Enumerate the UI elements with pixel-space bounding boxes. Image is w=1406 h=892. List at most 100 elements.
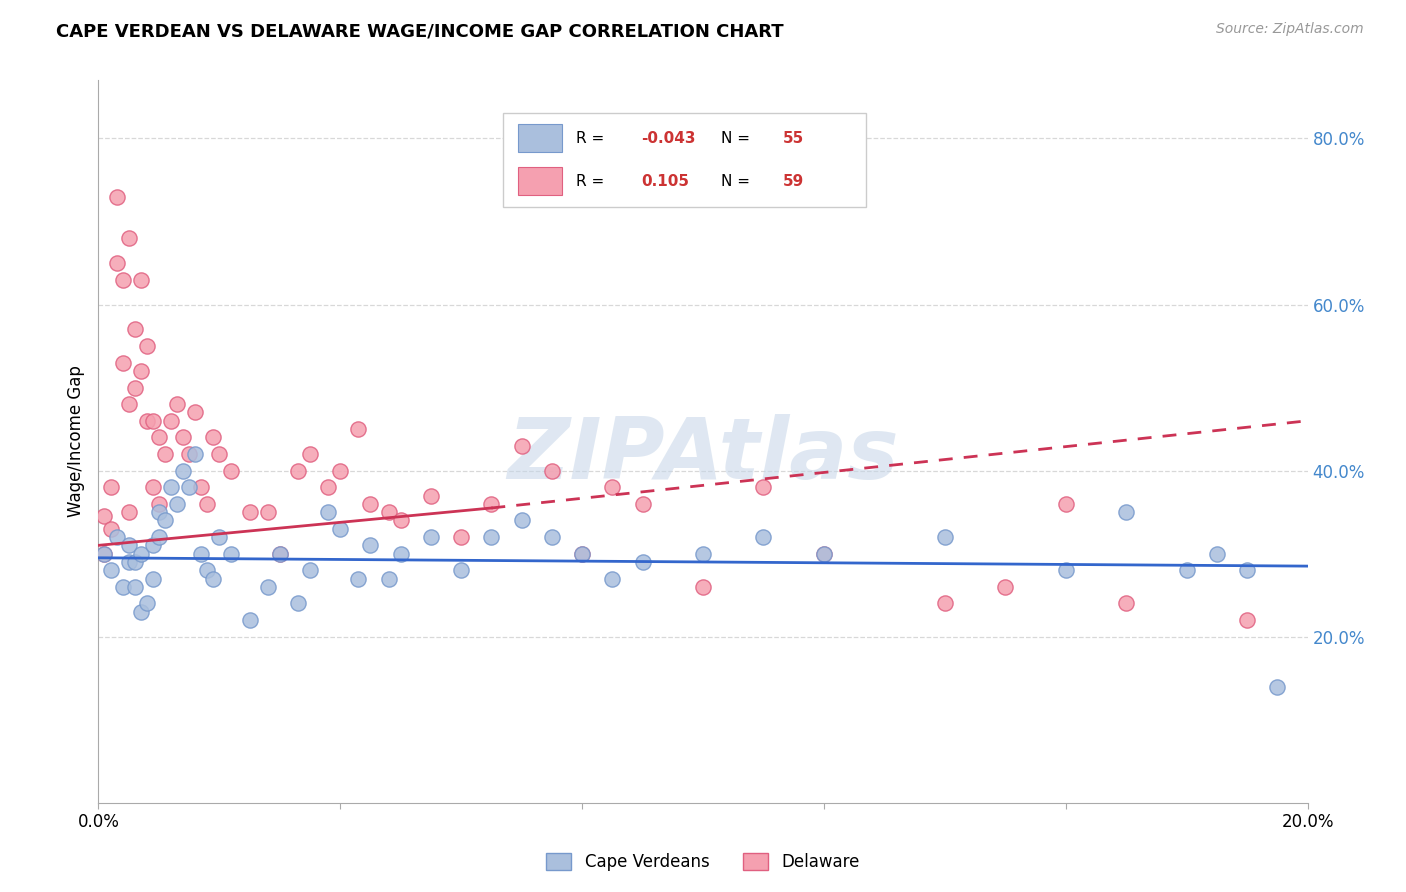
Point (602, 572, 624, 586)
Point (148, 530, 170, 544)
Point (329, 464, 352, 478)
Point (602, 480, 624, 494)
Point (813, 547, 835, 561)
Point (142, 572, 165, 586)
Point (450, 563, 472, 577)
Point (135, 414, 157, 428)
Point (1115, 597, 1137, 611)
Point (692, 547, 714, 561)
Point (190, 480, 212, 494)
Point (111, 272, 134, 286)
Point (100, 522, 122, 536)
Point (510, 513, 533, 527)
Point (124, 555, 146, 569)
Text: Source: ZipAtlas.com: Source: ZipAtlas.com (1216, 22, 1364, 37)
Point (360, 538, 382, 552)
Point (179, 447, 201, 461)
Point (389, 513, 412, 527)
Point (752, 530, 775, 544)
Point (450, 530, 472, 544)
Point (481, 530, 503, 544)
Point (299, 447, 322, 461)
Point (256, 505, 278, 519)
Point (148, 505, 170, 519)
Point (129, 605, 152, 619)
Point (202, 430, 225, 444)
Point (287, 597, 309, 611)
Point (111, 356, 134, 370)
Point (377, 505, 399, 519)
Point (111, 580, 134, 594)
Point (190, 547, 212, 561)
Point (631, 497, 654, 511)
Point (142, 414, 165, 428)
Point (129, 364, 152, 378)
Y-axis label: Wage/Income Gap: Wage/Income Gap (66, 366, 84, 517)
Point (299, 563, 322, 577)
Point (148, 497, 170, 511)
Point (135, 339, 157, 353)
Point (510, 439, 533, 453)
Point (1115, 505, 1137, 519)
Point (1206, 547, 1229, 561)
Text: CAPE VERDEAN VS DELAWARE WAGE/INCOME GAP CORRELATION CHART: CAPE VERDEAN VS DELAWARE WAGE/INCOME GAP… (56, 22, 785, 40)
Point (148, 430, 170, 444)
Text: ZIPAtlas: ZIPAtlas (508, 415, 898, 498)
Point (93, 547, 115, 561)
Point (752, 480, 775, 494)
Point (184, 405, 207, 419)
Point (540, 464, 562, 478)
Point (100, 480, 122, 494)
Point (124, 322, 146, 336)
Point (118, 538, 141, 552)
Point (221, 547, 243, 561)
Point (347, 572, 370, 586)
Point (813, 547, 835, 561)
Point (540, 530, 562, 544)
Point (124, 380, 146, 394)
Point (994, 580, 1017, 594)
Point (1054, 563, 1077, 577)
Point (269, 547, 291, 561)
Point (389, 547, 412, 561)
Point (934, 597, 956, 611)
Point (256, 580, 278, 594)
Point (347, 422, 370, 436)
Point (239, 505, 262, 519)
Point (129, 272, 152, 286)
Point (172, 464, 194, 478)
Point (129, 547, 152, 561)
Legend: Cape Verdeans, Delaware: Cape Verdeans, Delaware (538, 845, 868, 880)
Point (160, 414, 183, 428)
Point (153, 447, 176, 461)
Point (118, 555, 141, 569)
Point (179, 480, 201, 494)
Point (118, 505, 141, 519)
Point (221, 464, 243, 478)
Point (420, 530, 443, 544)
Point (142, 538, 165, 552)
Point (329, 522, 352, 536)
Point (105, 256, 128, 270)
Point (135, 597, 157, 611)
Point (571, 547, 593, 561)
Point (160, 480, 183, 494)
Point (1236, 613, 1258, 627)
Point (195, 563, 218, 577)
Point (287, 464, 309, 478)
Point (692, 580, 714, 594)
Point (316, 480, 339, 494)
Point (118, 231, 141, 245)
Point (631, 555, 654, 569)
Point (1175, 563, 1198, 577)
Point (208, 447, 231, 461)
Point (208, 530, 231, 544)
Point (142, 480, 165, 494)
Point (239, 613, 262, 627)
Point (1267, 680, 1289, 694)
Point (377, 572, 399, 586)
Point (195, 497, 218, 511)
Point (172, 430, 194, 444)
Point (571, 547, 593, 561)
Point (93, 509, 115, 524)
